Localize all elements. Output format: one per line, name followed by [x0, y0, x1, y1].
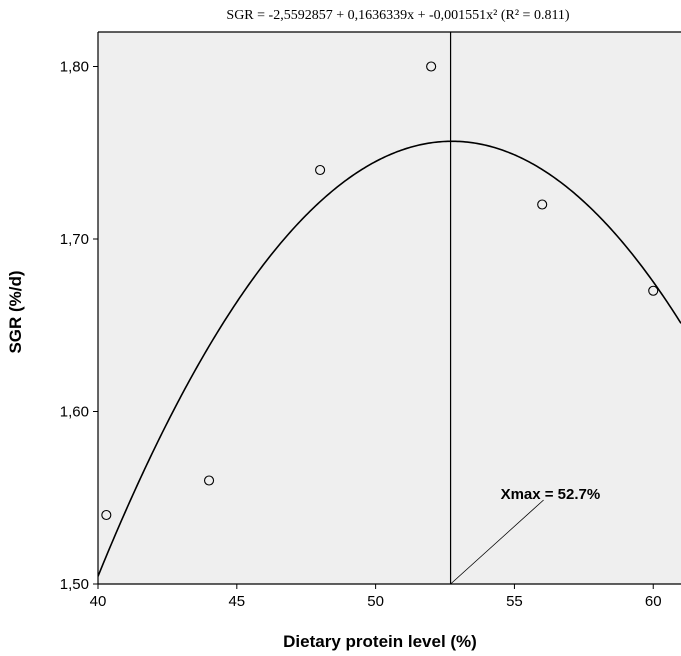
y-axis-title: SGR (%/d)	[6, 270, 25, 353]
x-tick-label: 45	[228, 593, 245, 610]
x-tick-label: 55	[506, 593, 523, 610]
annotation-leader	[450, 499, 544, 585]
data-point	[101, 509, 112, 521]
y-tick-label: 1,50	[60, 576, 89, 593]
x-tick-label: 40	[90, 593, 107, 610]
data-point	[648, 285, 659, 296]
data-point	[315, 164, 326, 176]
y-tick-label: 1,70	[60, 231, 89, 248]
y-tick-label: 1,80	[60, 59, 89, 76]
x-tick-label: 50	[367, 593, 384, 610]
data-point	[203, 475, 215, 486]
data-point	[426, 61, 437, 72]
data-point	[537, 199, 548, 210]
xmax-annotation: Xmax = 52.7%	[501, 486, 601, 503]
plot-area	[98, 32, 681, 584]
x-axis-title: Dietary protein level (%)	[283, 632, 477, 651]
fit-curve	[98, 140, 681, 577]
y-tick-label: 1,60	[60, 404, 89, 421]
chart-title: SGR = -2,5592857 + 0,1636339x + -0,00155…	[226, 8, 570, 23]
x-tick-label: 60	[645, 593, 662, 610]
